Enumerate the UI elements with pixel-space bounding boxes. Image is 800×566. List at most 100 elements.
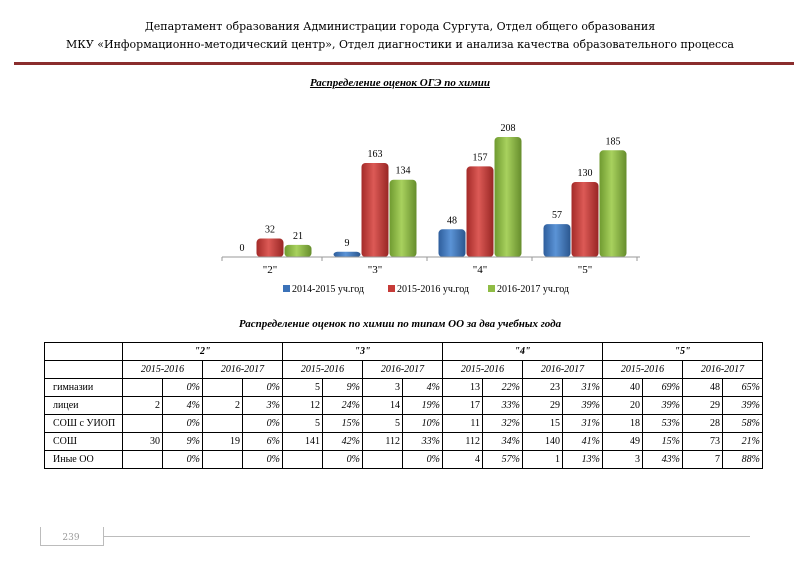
percent-cell: 0% (242, 378, 283, 397)
bar-1-2 (466, 166, 494, 257)
percent-cell: 57% (482, 450, 523, 469)
count-cell: 5 (362, 414, 403, 433)
percent-cell: 22% (482, 378, 523, 397)
count-cell: 49 (602, 432, 643, 451)
count-cell: 19 (202, 432, 243, 451)
percent-cell: 0% (402, 450, 443, 469)
legend-label: 2014-2015 уч.год (292, 284, 364, 295)
percent-cell: 10% (402, 414, 443, 433)
count-cell: 18 (602, 414, 643, 433)
count-cell: 112 (442, 432, 483, 451)
count-cell: 30 (122, 432, 163, 451)
bar-0-3 (543, 224, 571, 257)
percent-cell: 15% (642, 432, 683, 451)
percent-cell: 31% (562, 378, 603, 397)
count-cell: 29 (522, 396, 563, 415)
year-header: 2016-2017 (202, 360, 283, 379)
percent-cell: 32% (482, 414, 523, 433)
grades-by-school-type-table: "2" "3" "4" "5" 2015-2016 2016-2017 2015… (44, 342, 763, 469)
percent-cell: 9% (322, 378, 363, 397)
count-cell: 11 (442, 414, 483, 433)
category-tick-label: "3" (368, 264, 382, 276)
year-header: 2015-2016 (442, 360, 523, 379)
data-label: 32 (265, 225, 275, 236)
percent-cell: 13% (562, 450, 603, 469)
count-cell (362, 450, 403, 469)
header-line-1: Департамент образования Администрации го… (144, 20, 656, 33)
percent-cell: 34% (482, 432, 523, 451)
chart-title-text: Распределение оценок ОГЭ по химии (309, 77, 491, 89)
count-cell: 73 (682, 432, 723, 451)
bar-2-1 (389, 179, 417, 257)
header-rule (14, 62, 794, 65)
percent-cell: 31% (562, 414, 603, 433)
data-label: 163 (368, 149, 383, 160)
percent-cell: 3% (242, 396, 283, 415)
data-label: 9 (345, 238, 350, 249)
year-header: 2015-2016 (122, 360, 203, 379)
count-cell (122, 414, 163, 433)
row-label: СОШ (44, 432, 123, 451)
percent-cell: 0% (242, 414, 283, 433)
count-cell: 15 (522, 414, 563, 433)
legend-swatch (488, 285, 495, 292)
count-cell: 14 (362, 396, 403, 415)
table-year-header-row: 2015-2016 2016-2017 2015-2016 2016-2017 … (44, 360, 763, 379)
bar-chart: 0 32 21 9 163 134 48 157 208 57 130 185 "2" "3" "4" "5… (221, 123, 640, 295)
bar-0-1 (333, 251, 361, 257)
header-line-2: МКУ «Информационно-методический центр», … (66, 38, 734, 51)
count-cell: 1 (522, 450, 563, 469)
percent-cell: 19% (402, 396, 443, 415)
percent-cell: 15% (322, 414, 363, 433)
footer-rule (40, 536, 750, 537)
percent-cell: 24% (322, 396, 363, 415)
year-header: 2016-2017 (362, 360, 443, 379)
percent-cell: 39% (722, 396, 763, 415)
bar-0-2 (438, 229, 466, 257)
percent-cell: 41% (562, 432, 603, 451)
count-cell: 7 (682, 450, 723, 469)
data-label: 157 (473, 152, 488, 163)
percent-cell: 33% (402, 432, 443, 451)
data-label: 208 (501, 123, 516, 134)
count-cell: 141 (282, 432, 323, 451)
table-row: СОШ 30 9% 19 6% 141 42% 112 33% 112 34% 140 41% 49 15%… (44, 432, 763, 451)
percent-cell: 39% (562, 396, 603, 415)
data-label: 130 (578, 168, 593, 179)
data-label: 57 (552, 210, 562, 221)
count-cell (122, 450, 163, 469)
data-label: 0 (240, 243, 245, 254)
count-cell: 20 (602, 396, 643, 415)
percent-cell: 65% (722, 378, 763, 397)
page-number: 239 (62, 533, 80, 543)
percent-cell: 39% (642, 396, 683, 415)
percent-cell: 42% (322, 432, 363, 451)
corner-cell (44, 342, 123, 361)
count-cell (282, 450, 323, 469)
percent-cell: 58% (722, 414, 763, 433)
year-header: 2016-2017 (682, 360, 763, 379)
count-cell (202, 450, 243, 469)
legend-label: 2015-2016 уч.год (397, 284, 469, 295)
percent-cell: 4% (162, 396, 203, 415)
chart-title: Распределение оценок ОГЭ по химии (0, 77, 800, 89)
bar-2-3 (599, 150, 627, 257)
corner-cell (44, 360, 123, 379)
percent-cell: 33% (482, 396, 523, 415)
percent-cell: 43% (642, 450, 683, 469)
year-header: 2016-2017 (522, 360, 603, 379)
count-cell: 3 (362, 378, 403, 397)
bar-1-0 (256, 238, 284, 257)
count-cell: 23 (522, 378, 563, 397)
percent-cell: 0% (162, 450, 203, 469)
category-tick-label: "5" (578, 264, 592, 276)
count-cell (202, 414, 243, 433)
data-label: 134 (396, 166, 411, 177)
table-title: Распределение оценок по химии по типам О… (238, 318, 562, 330)
count-cell (202, 378, 243, 397)
table-row: гимназии 0% 0% 5 9% 3 4% 13 22% 23 31% 40 69% 48 65% (44, 378, 763, 397)
row-label: СОШ с УИОП (44, 414, 123, 433)
row-label: Иные ОО (44, 450, 123, 469)
percent-cell: 21% (722, 432, 763, 451)
count-cell: 5 (282, 378, 323, 397)
